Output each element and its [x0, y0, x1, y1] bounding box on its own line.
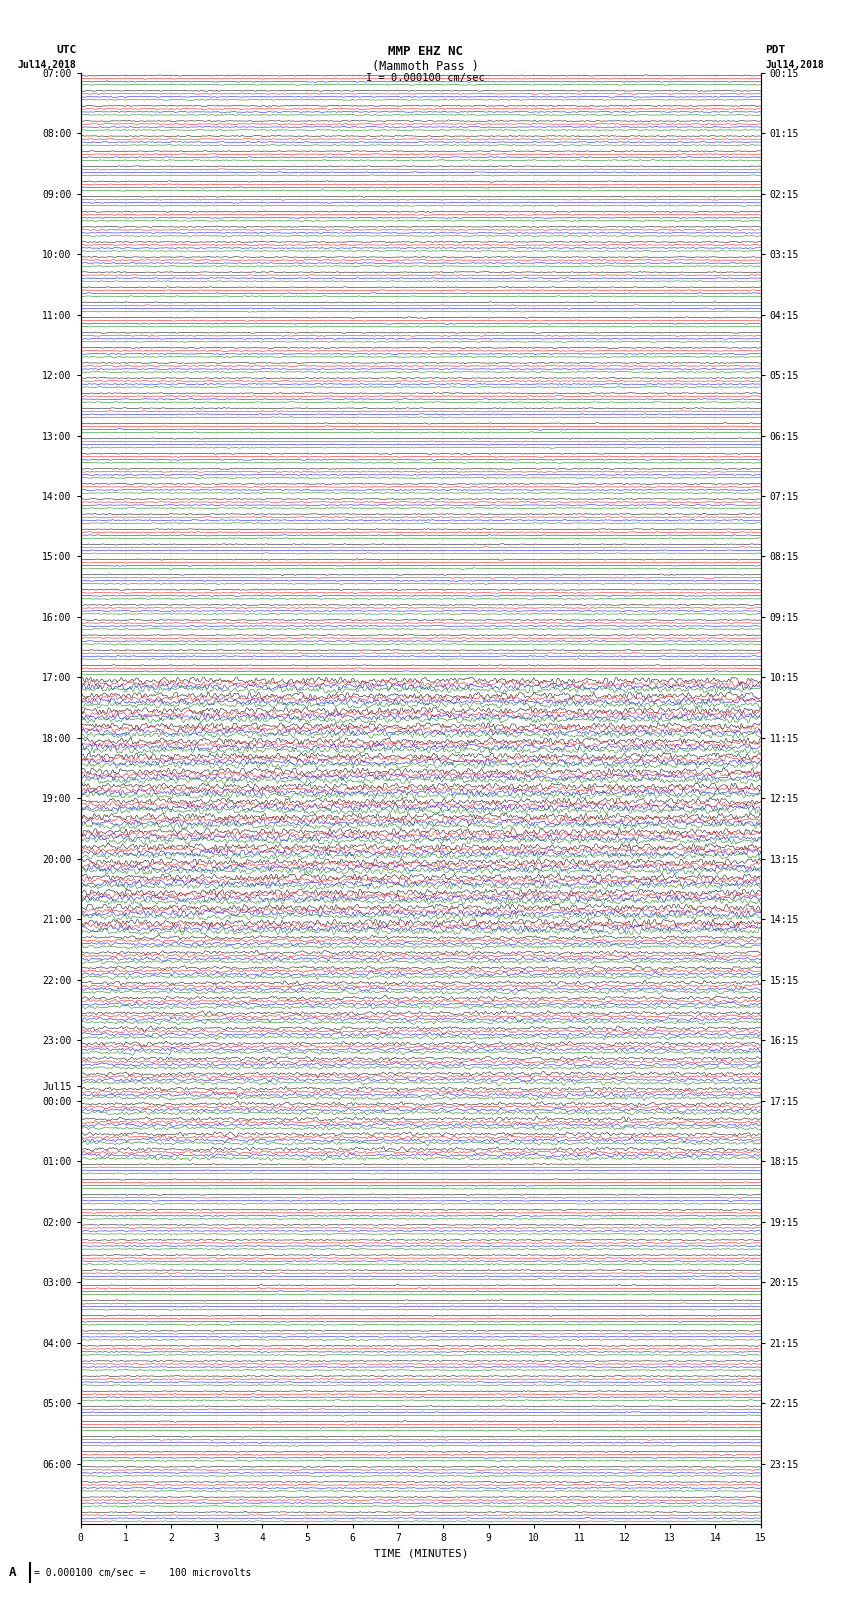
Text: A: A	[8, 1566, 16, 1579]
Text: Jul14,2018: Jul14,2018	[765, 60, 824, 69]
Text: MMP EHZ NC: MMP EHZ NC	[388, 45, 462, 58]
X-axis label: TIME (MINUTES): TIME (MINUTES)	[373, 1548, 468, 1558]
Text: = 0.000100 cm/sec =    100 microvolts: = 0.000100 cm/sec = 100 microvolts	[34, 1568, 252, 1578]
Text: I = 0.000100 cm/sec: I = 0.000100 cm/sec	[366, 73, 484, 82]
Text: Jul14,2018: Jul14,2018	[18, 60, 76, 69]
Text: (Mammoth Pass ): (Mammoth Pass )	[371, 60, 479, 73]
Text: UTC: UTC	[56, 45, 76, 55]
Text: PDT: PDT	[765, 45, 785, 55]
